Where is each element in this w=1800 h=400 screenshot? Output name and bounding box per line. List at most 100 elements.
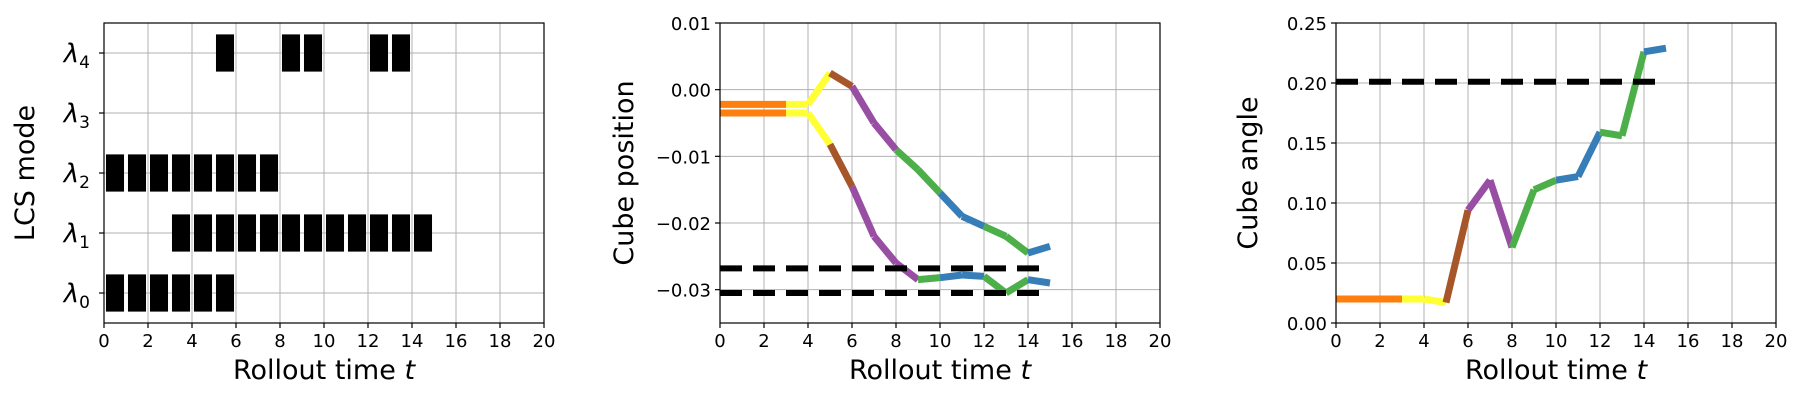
series-segment [939, 271, 963, 282]
lcs-y-axis-label: LCS mode [10, 105, 41, 241]
series-segment [1442, 209, 1472, 304]
lcs-mode-bars [105, 34, 433, 312]
y-tick-label: λ3 [62, 99, 90, 133]
mode-active-block [281, 214, 301, 252]
x-tick-label: 16 [1677, 331, 1700, 352]
series-segment [1026, 242, 1052, 257]
mode-active-block [325, 214, 345, 252]
series-segment [982, 223, 1008, 240]
mode-active-block [193, 214, 213, 252]
series-segment [917, 274, 941, 284]
mode-active-block [259, 154, 279, 192]
y-tick-label: 0.20 [1287, 74, 1327, 95]
mode-active-block [105, 274, 125, 312]
mode-active-block [391, 214, 411, 252]
x-tick-label: 2 [1374, 331, 1385, 352]
mode-active-block [193, 154, 213, 192]
position-ticks: 0 2 4 6 8 10 12 14 16 18 20 0.01 0.00 −0.01 −0.02 −0.03 [656, 14, 1172, 352]
x-tick-label: 2 [758, 331, 769, 352]
mode-active-block [259, 214, 279, 252]
position-y-axis-label: Cube position [609, 80, 640, 265]
angle-series [1336, 44, 1667, 307]
cube-angle-panel: 0 2 4 6 8 10 12 14 16 18 20 0.00 0.05 0.10 0.15 0.20 0.2… [1233, 14, 1787, 386]
x-tick-label: 20 [533, 331, 556, 352]
angle-y-axis-label: Cube angle [1233, 96, 1264, 249]
y-tick-label: 0.15 [1287, 134, 1327, 155]
mode-active-block [127, 274, 147, 312]
x-tick-label: 18 [1105, 331, 1128, 352]
series-segment [848, 84, 878, 125]
cube-position-panel: 0 2 4 6 8 10 12 14 16 18 20 0.01 0.00 −0.01 −0.02 −0.03… [609, 14, 1171, 386]
mode-active-block [369, 34, 389, 72]
mode-active-block [193, 274, 213, 312]
series-segment [1618, 50, 1648, 137]
mode-active-block [171, 274, 191, 312]
x-tick-label: 6 [230, 331, 241, 352]
x-tick-label: 6 [846, 331, 857, 352]
series-segment [1423, 295, 1447, 307]
series-segment [1003, 233, 1031, 256]
x-tick-label: 14 [1017, 331, 1040, 352]
series-segment [1574, 130, 1604, 179]
lcs-x-axis-label: Rollout time t [233, 355, 416, 386]
series-segment [1004, 276, 1030, 296]
x-tick-label: 0 [1330, 331, 1341, 352]
series-segment [961, 271, 985, 280]
series-segment [915, 167, 943, 196]
mode-active-block [105, 154, 125, 192]
x-tick-label: 8 [1506, 331, 1517, 352]
mode-active-block [237, 154, 257, 192]
mode-active-block [215, 214, 235, 252]
x-tick-label: 12 [357, 331, 380, 352]
y-tick-label: 0.00 [671, 81, 711, 102]
mode-active-block [215, 34, 235, 72]
angle-ticks: 0 2 4 6 8 10 12 14 16 18 20 0.00 0.05 0.10 0.15 0.20 0.2… [1287, 14, 1788, 352]
series-segment [960, 213, 986, 230]
x-tick-label: 8 [274, 331, 285, 352]
x-tick-label: 14 [401, 331, 424, 352]
series-segment [1508, 188, 1538, 249]
x-tick-label: 20 [1149, 331, 1172, 352]
mode-active-block [303, 34, 323, 72]
y-tick-label: −0.02 [656, 214, 711, 235]
y-tick-label: 0.10 [1287, 194, 1327, 215]
series-segment [828, 70, 854, 90]
position-series [720, 70, 1052, 296]
x-tick-label: 4 [1418, 331, 1429, 352]
mode-active-block [215, 274, 235, 312]
series-segment [805, 110, 833, 147]
mode-active-block [171, 214, 191, 252]
y-tick-label: λ0 [62, 279, 90, 313]
series-segment [937, 190, 965, 219]
y-tick-label: 0.05 [1287, 254, 1327, 275]
y-tick-label: λ4 [62, 39, 90, 73]
x-tick-label: 4 [186, 331, 197, 352]
y-tick-label: λ2 [62, 159, 90, 193]
series-segment [893, 147, 921, 173]
y-tick-label: −0.03 [656, 281, 711, 302]
x-tick-label: 12 [973, 331, 996, 352]
series-segment [848, 184, 878, 238]
x-tick-label: 8 [890, 331, 901, 352]
series-segment [826, 142, 856, 188]
series-segment [1599, 128, 1623, 140]
mode-active-block [347, 214, 367, 252]
series-segment [1532, 176, 1558, 194]
x-tick-label: 10 [313, 331, 336, 352]
mode-active-block [149, 154, 169, 192]
x-tick-label: 6 [1462, 331, 1473, 352]
series-segment [871, 234, 899, 266]
angle-x-axis-label: Rollout time t [1465, 355, 1648, 386]
mode-active-block [303, 214, 323, 252]
series-segment [1555, 173, 1579, 184]
x-tick-label: 4 [802, 331, 813, 352]
x-tick-label: 10 [1545, 331, 1568, 352]
mode-active-block [127, 154, 147, 192]
lcs-ticks: 0 2 4 6 8 10 12 14 16 18 20 λ0 λ1 λ2 λ3 λ4 [62, 39, 556, 352]
position-x-axis-label: Rollout time t [849, 355, 1032, 386]
x-tick-label: 12 [1589, 331, 1612, 352]
series-segment [1465, 178, 1493, 213]
series-segment [871, 120, 899, 152]
mode-active-block [237, 214, 257, 252]
